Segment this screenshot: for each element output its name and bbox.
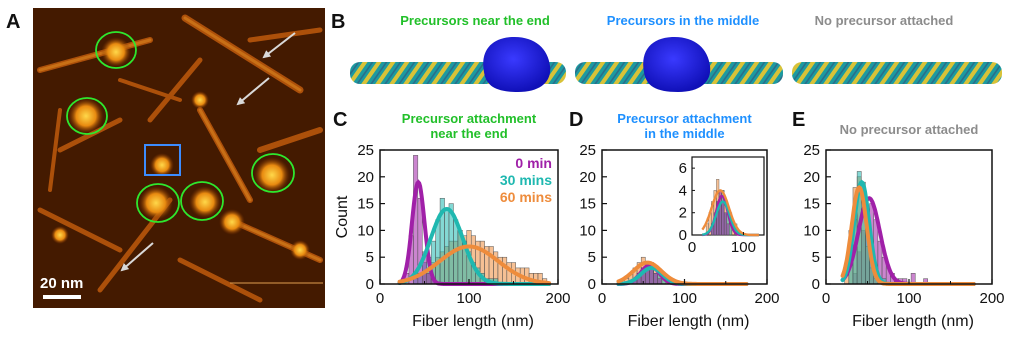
scale-bar — [43, 295, 81, 299]
inset-y-tick-label: 4 — [679, 182, 687, 199]
y-tick-label: 5 — [366, 249, 374, 266]
bar — [444, 208, 450, 285]
chart-title: in the middle — [644, 126, 724, 141]
x-tick-label: 0 — [822, 290, 830, 307]
inset-bar — [723, 212, 727, 236]
x-tick-label: 100 — [456, 290, 481, 307]
y-tick-label: 10 — [803, 222, 820, 239]
x-tick-label: 200 — [979, 290, 1004, 307]
inset-bar — [721, 201, 725, 236]
legend-entry: 0 min — [515, 155, 552, 171]
x-tick-label: 200 — [545, 290, 570, 307]
y-tick-label: 15 — [579, 196, 596, 213]
panel-label-d: D — [569, 109, 583, 131]
x-tick-label: 100 — [896, 290, 921, 307]
y-tick-label: 15 — [803, 196, 820, 213]
y-tick-label: 0 — [588, 276, 596, 293]
y-tick-label: 20 — [579, 169, 596, 186]
y-tick-label: 25 — [803, 142, 820, 159]
y-tick-label: 5 — [812, 249, 820, 266]
chart-title: Precursor attachment — [617, 111, 752, 126]
legend-entry: 30 mins — [500, 172, 552, 188]
x-axis-label: Fiber length (nm) — [628, 313, 750, 330]
panel-label-e: E — [792, 109, 805, 131]
fit-curve — [397, 244, 552, 286]
header-none: No precursor attached — [815, 13, 954, 28]
y-tick-label: 0 — [812, 276, 820, 293]
y-tick-label: 20 — [803, 169, 820, 186]
x-tick-label: 100 — [672, 290, 697, 307]
inset-x-tick-label: 0 — [688, 239, 696, 256]
y-tick-label: 20 — [357, 169, 374, 186]
bar — [435, 219, 441, 285]
x-tick-label: 0 — [376, 290, 384, 307]
header-middle: Precursors in the middle — [607, 13, 759, 28]
afm-image: 20 nm — [33, 8, 325, 308]
y-tick-label: 15 — [357, 196, 374, 213]
x-axis-label: Fiber length (nm) — [412, 313, 534, 330]
y-tick-label: 25 — [579, 142, 596, 159]
inset-y-tick-label: 2 — [679, 205, 687, 222]
y-tick-label: 5 — [588, 249, 596, 266]
inset-y-tick-label: 6 — [679, 160, 687, 177]
fiber-schematic-end — [350, 36, 566, 92]
panel-label-b: B — [331, 11, 345, 33]
y-tick-label: 0 — [366, 276, 374, 293]
inset-fit-curve — [701, 189, 759, 237]
legend-entry: 60 mins — [500, 189, 552, 205]
fiber-schematic-middle — [575, 36, 783, 92]
chart-title: Precursor attachment — [402, 111, 537, 126]
y-tick-label: 10 — [579, 222, 596, 239]
panel-label-c: C — [333, 109, 347, 131]
y-axis-label: Count — [334, 195, 351, 238]
header-near-end: Precursors near the end — [400, 13, 550, 28]
scale-bar-label: 20 nm — [40, 275, 83, 292]
bar — [502, 256, 508, 285]
bar — [653, 273, 658, 285]
inset-bar — [726, 223, 730, 236]
x-tick-label: 0 — [598, 290, 606, 307]
y-tick-label: 10 — [357, 222, 374, 239]
fiber-schematic-none — [792, 62, 1002, 84]
histogram-e: No precursor attached 0 5 10 15 20 25 0 100 200 Fi… — [803, 122, 1004, 330]
chart-title: No precursor attached — [840, 122, 979, 137]
bar — [657, 278, 663, 285]
inset-x-tick-label: 100 — [731, 239, 756, 256]
chart-title: near the end — [430, 126, 507, 141]
inset-y-tick-label: 0 — [679, 227, 687, 244]
bar — [649, 267, 654, 285]
x-tick-label: 200 — [754, 290, 779, 307]
bar — [488, 246, 494, 285]
x-axis-label: Fiber length (nm) — [852, 313, 974, 330]
y-tick-label: 25 — [357, 142, 374, 159]
panel-label-a: A — [6, 11, 20, 33]
